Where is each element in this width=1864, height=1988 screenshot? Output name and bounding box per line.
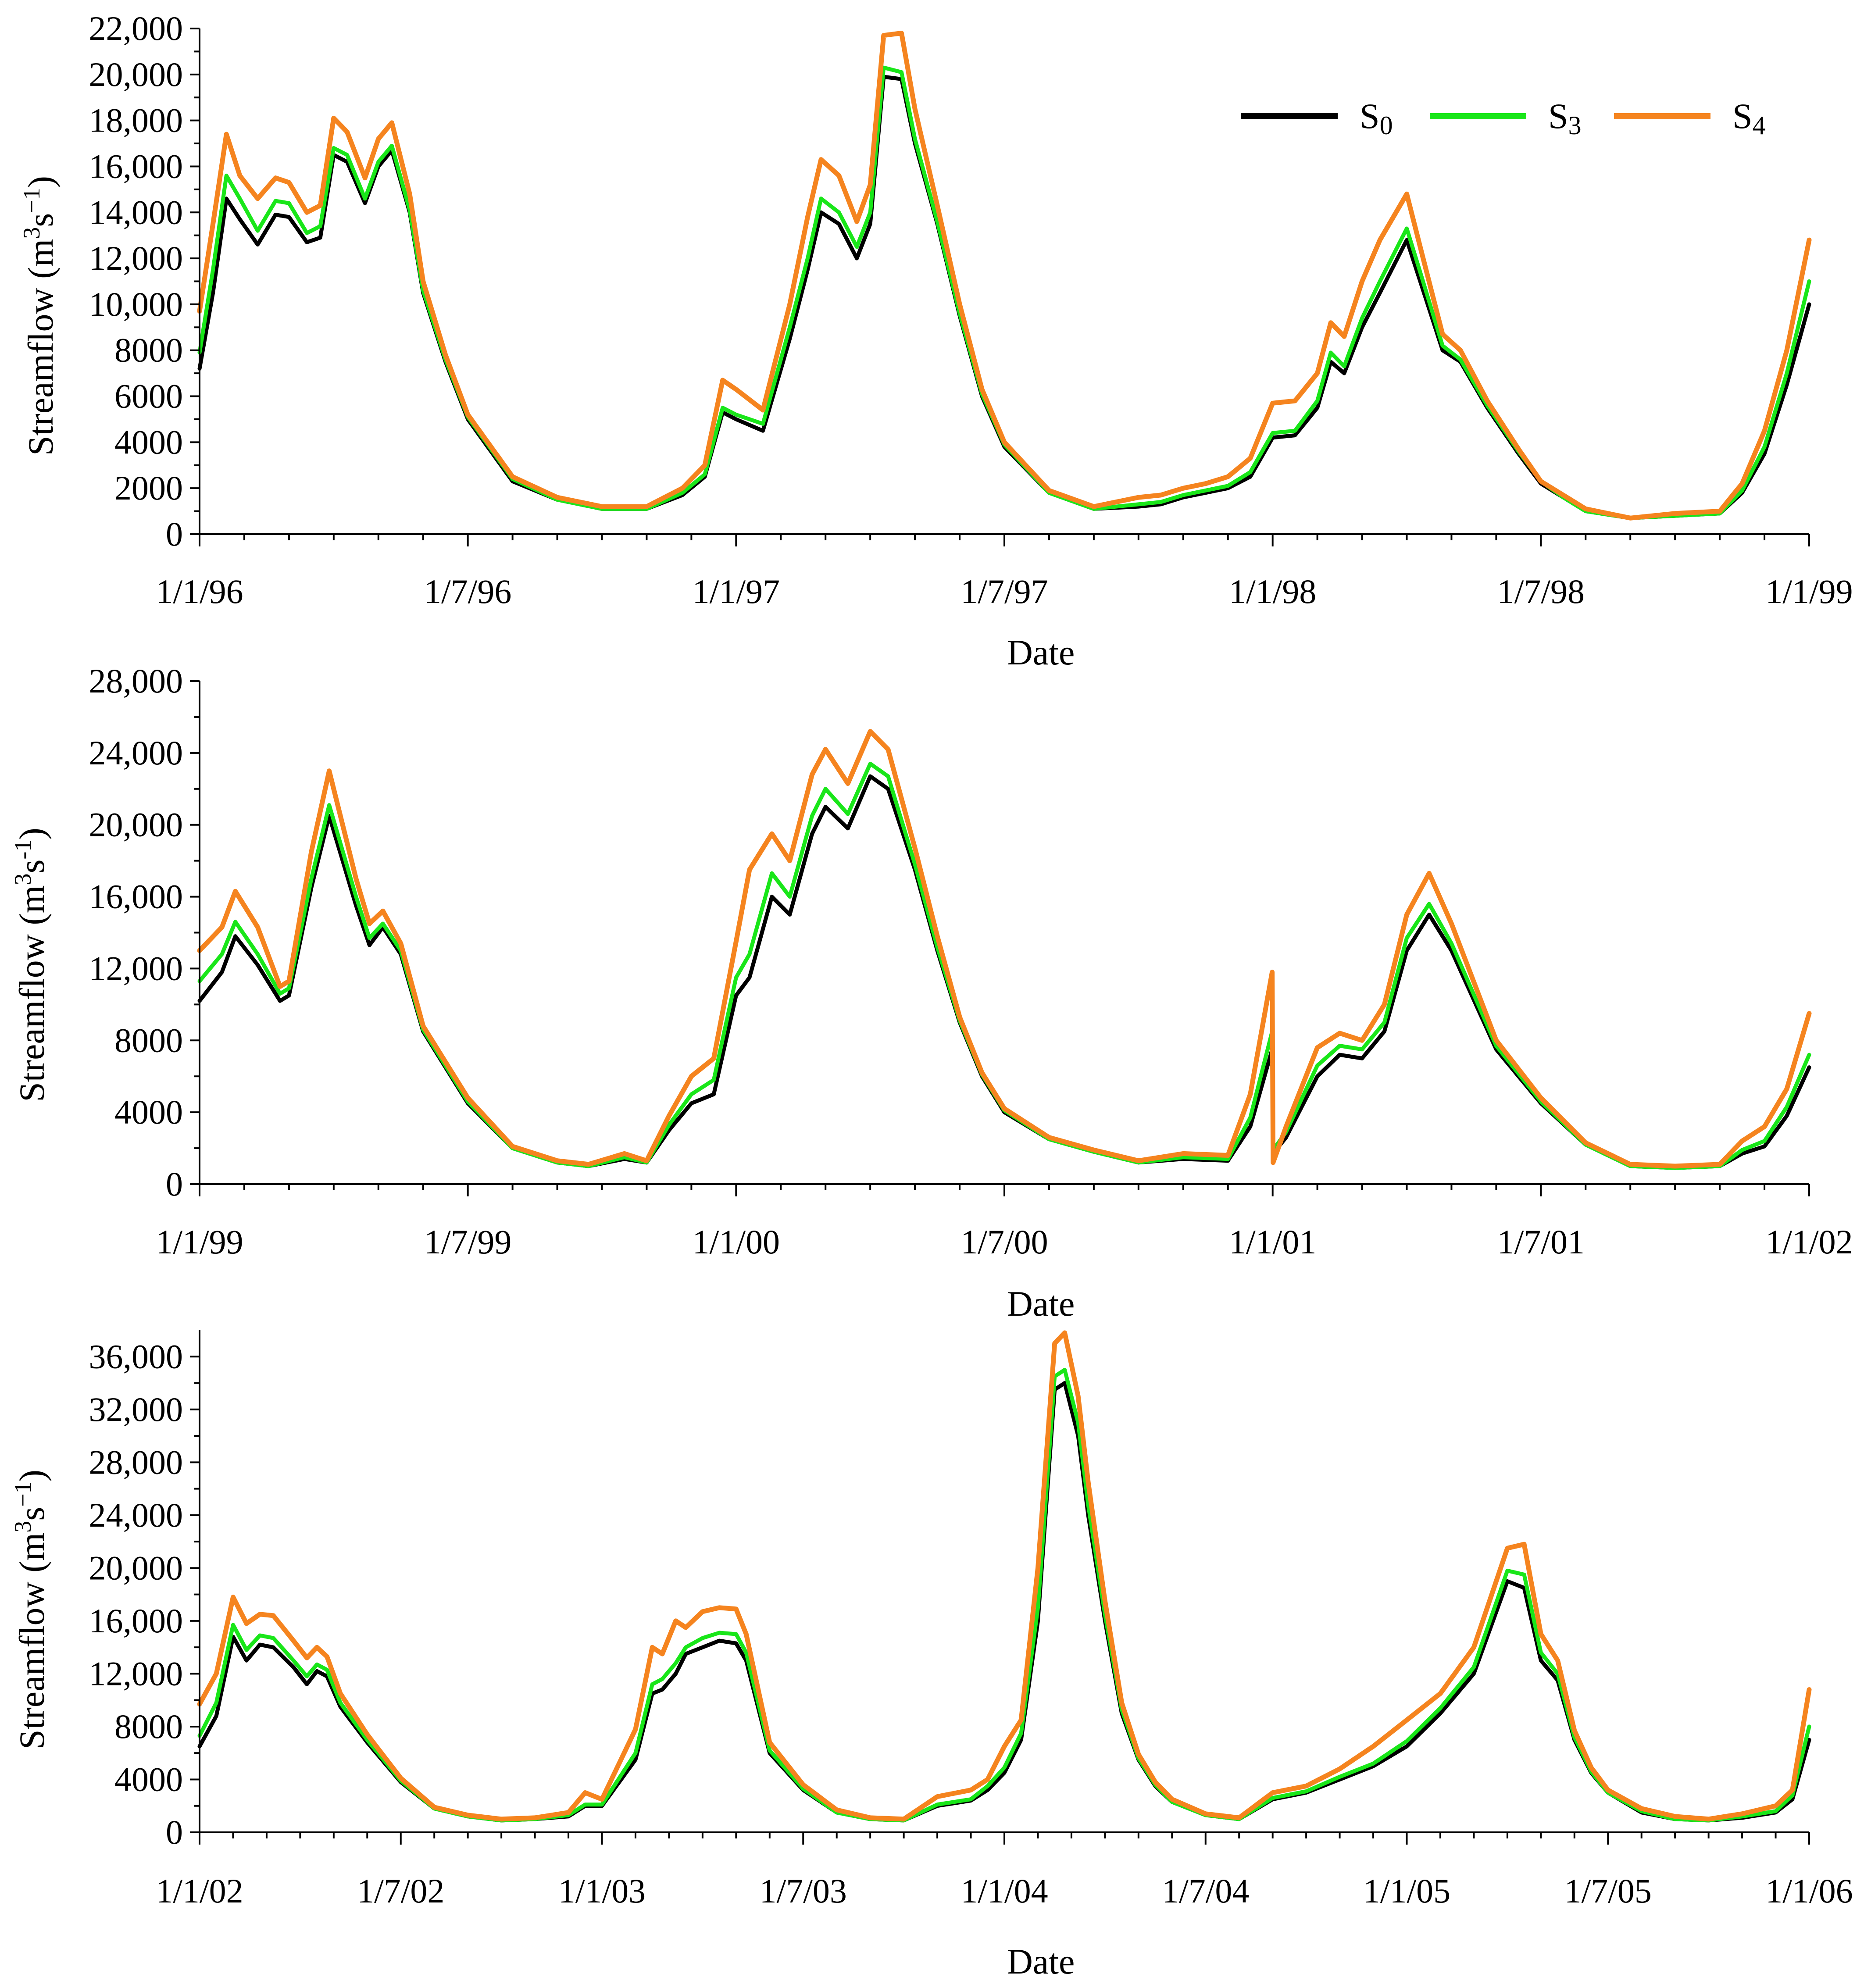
x-tick-label: 1/7/97 xyxy=(961,572,1048,610)
series-line-s4 xyxy=(197,31,1812,521)
x-tick-label: 1/1/97 xyxy=(693,572,780,610)
x-tick-label: 1/1/02 xyxy=(156,1872,243,1910)
series-line-s3 xyxy=(197,761,1811,1170)
y-axis-title-prefix: Streamflow (m xyxy=(21,239,61,456)
x-tick-label: 1/7/04 xyxy=(1162,1872,1249,1910)
x-tick-label: 1/1/96 xyxy=(156,572,243,610)
y-tick-label: 16,000 xyxy=(89,147,183,185)
x-tick-label: 1/7/03 xyxy=(760,1872,847,1910)
legend-label-s3: S3 xyxy=(1548,96,1582,140)
x-tick-label: 1/7/05 xyxy=(1564,1872,1652,1910)
y-tick-label: 20,000 xyxy=(89,806,183,844)
y-tick-label: 4000 xyxy=(114,423,183,461)
x-tick-label: 1/1/00 xyxy=(693,1223,780,1261)
x-tick-label: 1/7/00 xyxy=(961,1223,1048,1261)
y-tick-label: 12,000 xyxy=(89,239,183,277)
legend-label-s4-sub: 4 xyxy=(1753,111,1766,140)
y-axis-title-sup2: -1 xyxy=(10,840,36,860)
y-axis-title-suffix: ) xyxy=(12,828,52,839)
y-tick-label: 28,000 xyxy=(89,1443,183,1481)
y-axis-title-mid: s xyxy=(21,213,61,227)
legend-label-s0-base: S xyxy=(1360,96,1380,136)
x-tick-label: 1/7/99 xyxy=(424,1223,511,1261)
x-tick-label: 1/7/96 xyxy=(424,572,511,610)
x-tick-label: 1/1/03 xyxy=(558,1872,646,1910)
y-tick-label: 32,000 xyxy=(89,1390,183,1428)
x-tick-label: 1/1/05 xyxy=(1363,1872,1450,1910)
x-tick-label: 1/1/98 xyxy=(1229,572,1316,610)
y-axis-title: Streamflow (m3s−1) xyxy=(10,1470,52,1749)
streamflow-chart-1996-1999: Streamflow (m3s−1) Date 0200040006000800… xyxy=(18,9,1853,672)
x-axis-title: Date xyxy=(1007,1942,1075,1981)
y-tick-label: 20,000 xyxy=(89,55,183,93)
series-line-s4 xyxy=(197,1330,1812,1822)
legend: S0 S3 S4 xyxy=(1241,96,1766,140)
y-tick-label: 8000 xyxy=(114,1707,183,1745)
x-tick-label: 1/1/02 xyxy=(1765,1223,1853,1261)
y-axis-title-sup2: −1 xyxy=(18,188,45,213)
y-tick-label: 16,000 xyxy=(89,878,183,916)
y-tick-label: 24,000 xyxy=(89,734,183,772)
y-tick-label: 0 xyxy=(166,1813,183,1851)
series-line-s4 xyxy=(197,729,1812,1169)
streamflow-chart-1999-2002: Streamflow (m3s-1) Date 0 4000 8000 12,000 1… xyxy=(10,662,1853,1324)
y-tick-label: 28,000 xyxy=(89,662,183,700)
y-tick-label: 4000 xyxy=(114,1093,183,1131)
y-tick-label: 10,000 xyxy=(89,285,183,323)
y-tick-label: 4000 xyxy=(114,1760,183,1798)
series-line-s0 xyxy=(197,774,1811,1170)
x-tick-label: 1/7/02 xyxy=(357,1872,444,1910)
y-tick-label: 12,000 xyxy=(89,949,183,987)
series-line-s3 xyxy=(197,65,1811,520)
y-tick-label: 12,000 xyxy=(89,1654,183,1692)
x-tick-label: 1/1/99 xyxy=(156,1223,243,1261)
y-axis-title-sup1: 3 xyxy=(10,1521,36,1533)
y-axis-title-prefix: Streamflow (m xyxy=(12,1533,52,1749)
x-axis-title: Date xyxy=(1007,1284,1075,1324)
y-tick-label: 8000 xyxy=(114,331,183,369)
series-line-s0 xyxy=(197,75,1811,520)
legend-label-s0-sub: 0 xyxy=(1380,111,1393,140)
y-axis-title: Streamflow (m3s−1) xyxy=(18,176,61,456)
y-tick-label: 2000 xyxy=(114,469,183,507)
y-axis-title-sup2: −1 xyxy=(10,1481,36,1506)
series-line-s0 xyxy=(197,1381,1811,1823)
legend-label-s3-base: S xyxy=(1548,96,1568,136)
y-axis-title: Streamflow (m3s-1) xyxy=(10,828,52,1102)
y-tick-label: 24,000 xyxy=(89,1496,183,1534)
y-tick-label: 36,000 xyxy=(89,1337,183,1375)
legend-label-s0: S0 xyxy=(1360,96,1393,140)
x-tick-label: 1/7/98 xyxy=(1497,572,1585,610)
y-tick-label: 6000 xyxy=(114,377,183,415)
x-tick-label: 1/1/06 xyxy=(1765,1872,1853,1910)
streamflow-chart-2002-2006: Streamflow (m3s−1) Date 0 4000 8000 12,000 1… xyxy=(10,1330,1853,1981)
y-axis-title-suffix: ) xyxy=(12,1470,52,1481)
legend-label-s4: S4 xyxy=(1732,96,1766,140)
series-line-s3 xyxy=(197,1367,1811,1823)
y-axis-title-mid: s xyxy=(12,860,52,874)
y-axis-title-sup1: 3 xyxy=(18,227,45,239)
legend-label-s3-sub: 3 xyxy=(1568,111,1582,140)
y-axis-title-prefix: Streamflow (m xyxy=(12,885,52,1102)
x-tick-label: 1/1/01 xyxy=(1229,1223,1316,1261)
y-tick-label: 18,000 xyxy=(89,101,183,139)
y-tick-label: 0 xyxy=(166,1165,183,1203)
y-tick-label: 20,000 xyxy=(89,1549,183,1587)
y-axis-title-mid: s xyxy=(12,1507,52,1521)
x-tick-label: 1/7/01 xyxy=(1497,1223,1585,1261)
y-tick-label: 0 xyxy=(166,515,183,553)
y-tick-label: 8000 xyxy=(114,1021,183,1059)
x-axis-title: Date xyxy=(1007,632,1075,672)
y-tick-label: 22,000 xyxy=(89,9,183,47)
legend-label-s4-base: S xyxy=(1732,96,1753,136)
y-axis-title-sup1: 3 xyxy=(10,874,36,885)
y-axis-title-suffix: ) xyxy=(21,176,61,188)
x-tick-label: 1/1/04 xyxy=(961,1872,1048,1910)
x-tick-label: 1/1/99 xyxy=(1765,572,1853,610)
y-tick-label: 16,000 xyxy=(89,1602,183,1640)
y-tick-label: 14,000 xyxy=(89,193,183,231)
